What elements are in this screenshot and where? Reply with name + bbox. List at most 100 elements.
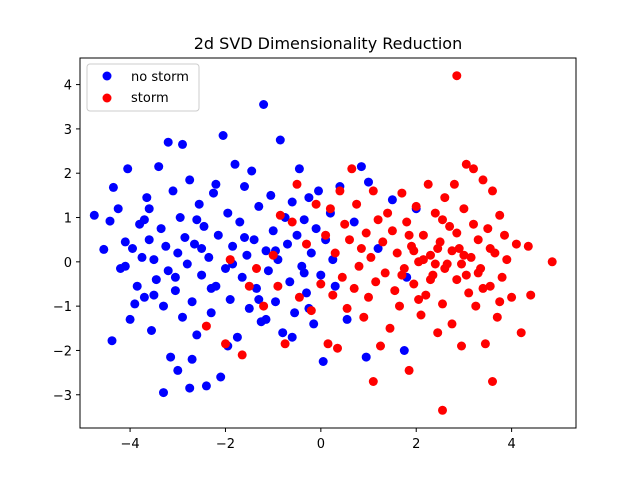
y-tick-label: 2 xyxy=(64,167,72,182)
point-no-storm xyxy=(154,162,164,172)
point-no-storm xyxy=(206,283,216,293)
point-storm xyxy=(335,186,345,196)
point-no-storm xyxy=(187,354,197,364)
point-no-storm xyxy=(299,215,309,225)
point-no-storm xyxy=(263,266,273,276)
point-no-storm xyxy=(159,301,168,311)
point-no-storm xyxy=(163,266,173,276)
point-storm xyxy=(480,339,490,349)
point-no-storm xyxy=(294,164,304,174)
point-storm xyxy=(502,255,512,265)
point-no-storm xyxy=(149,290,159,300)
point-no-storm xyxy=(137,252,147,262)
point-storm xyxy=(349,283,359,293)
point-storm xyxy=(478,175,488,185)
point-no-storm xyxy=(299,268,309,278)
point-storm xyxy=(273,281,283,291)
point-storm xyxy=(387,226,397,236)
point-no-storm xyxy=(199,221,209,231)
point-storm xyxy=(438,215,447,225)
point-storm xyxy=(457,259,466,269)
point-no-storm xyxy=(99,244,109,254)
point-storm xyxy=(321,230,331,240)
point-storm xyxy=(409,279,419,289)
point-storm xyxy=(287,217,297,227)
x-tick-label: −4 xyxy=(120,437,139,452)
point-storm xyxy=(409,246,419,256)
point-storm xyxy=(523,241,533,251)
point-storm xyxy=(452,71,462,81)
point-no-storm xyxy=(139,215,149,225)
point-no-storm xyxy=(373,244,383,253)
point-no-storm xyxy=(107,336,117,346)
point-no-storm xyxy=(89,210,99,220)
point-no-storm xyxy=(185,383,195,393)
point-storm xyxy=(454,244,464,253)
point-storm xyxy=(461,270,471,280)
legend-marker-storm xyxy=(102,93,112,103)
point-no-storm xyxy=(316,270,326,280)
point-no-storm xyxy=(105,216,115,226)
point-storm xyxy=(492,312,502,322)
point-storm xyxy=(485,244,495,253)
point-storm xyxy=(244,281,254,291)
point-storm xyxy=(414,295,424,304)
point-no-storm xyxy=(132,281,142,291)
point-storm xyxy=(416,310,426,320)
point-storm xyxy=(440,264,450,273)
point-no-storm xyxy=(330,281,340,291)
x-tick-label: −2 xyxy=(216,437,235,452)
point-no-storm xyxy=(283,239,292,249)
point-storm xyxy=(430,208,440,218)
point-no-storm xyxy=(237,272,247,282)
point-storm xyxy=(452,228,462,238)
point-storm xyxy=(275,210,285,220)
point-no-storm xyxy=(225,295,235,304)
point-no-storm xyxy=(211,179,221,189)
point-storm xyxy=(473,268,483,278)
point-no-storm xyxy=(285,277,295,287)
point-storm xyxy=(201,321,211,331)
point-no-storm xyxy=(287,332,297,342)
point-no-storm xyxy=(361,352,371,362)
point-no-storm xyxy=(159,388,168,398)
point-storm xyxy=(340,219,350,229)
point-no-storm xyxy=(259,100,269,109)
point-no-storm xyxy=(242,250,252,260)
point-no-storm xyxy=(213,230,223,240)
point-storm xyxy=(459,204,469,214)
point-no-storm xyxy=(261,246,271,256)
point-storm xyxy=(302,239,311,249)
point-no-storm xyxy=(182,259,192,269)
point-no-storm xyxy=(120,237,130,247)
point-no-storm xyxy=(209,188,218,198)
point-no-storm xyxy=(268,226,278,236)
point-no-storm xyxy=(311,224,321,234)
point-no-storm xyxy=(151,275,161,285)
point-storm xyxy=(383,208,393,218)
point-storm xyxy=(366,252,376,262)
point-no-storm xyxy=(204,252,214,262)
point-storm xyxy=(500,230,509,240)
point-storm xyxy=(371,277,381,287)
point-storm xyxy=(330,248,340,258)
point-storm xyxy=(433,328,443,338)
y-tick-label: 0 xyxy=(64,256,72,271)
point-storm xyxy=(390,286,400,296)
point-no-storm xyxy=(235,217,245,227)
point-storm xyxy=(361,228,371,238)
point-no-storm xyxy=(254,201,264,211)
point-storm xyxy=(478,283,488,293)
point-no-storm xyxy=(306,248,316,258)
point-storm xyxy=(421,290,431,300)
point-storm xyxy=(356,244,366,253)
point-no-storm xyxy=(197,244,207,253)
point-no-storm xyxy=(123,164,133,174)
point-storm xyxy=(452,275,462,285)
point-no-storm xyxy=(180,233,190,242)
y-axis: −3 −2 −1 0 1 2 3 4 xyxy=(53,79,80,404)
point-storm xyxy=(457,341,466,351)
point-storm xyxy=(488,186,497,196)
point-storm xyxy=(483,224,493,234)
